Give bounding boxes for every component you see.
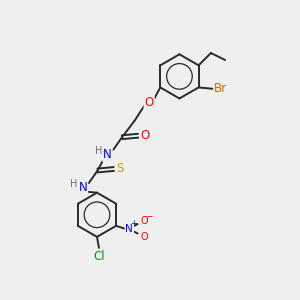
Text: N: N — [79, 181, 87, 194]
Text: Cl: Cl — [94, 250, 105, 262]
Text: −: − — [145, 211, 153, 220]
Text: O: O — [145, 96, 154, 109]
Text: O: O — [140, 215, 148, 226]
Text: Br: Br — [214, 82, 227, 95]
Text: N: N — [103, 148, 112, 161]
Text: O: O — [140, 232, 148, 242]
Text: H: H — [95, 146, 102, 156]
Text: N: N — [125, 224, 133, 234]
Text: +: + — [130, 219, 137, 228]
Text: S: S — [117, 163, 124, 176]
Text: H: H — [70, 179, 78, 189]
Text: O: O — [140, 129, 149, 142]
